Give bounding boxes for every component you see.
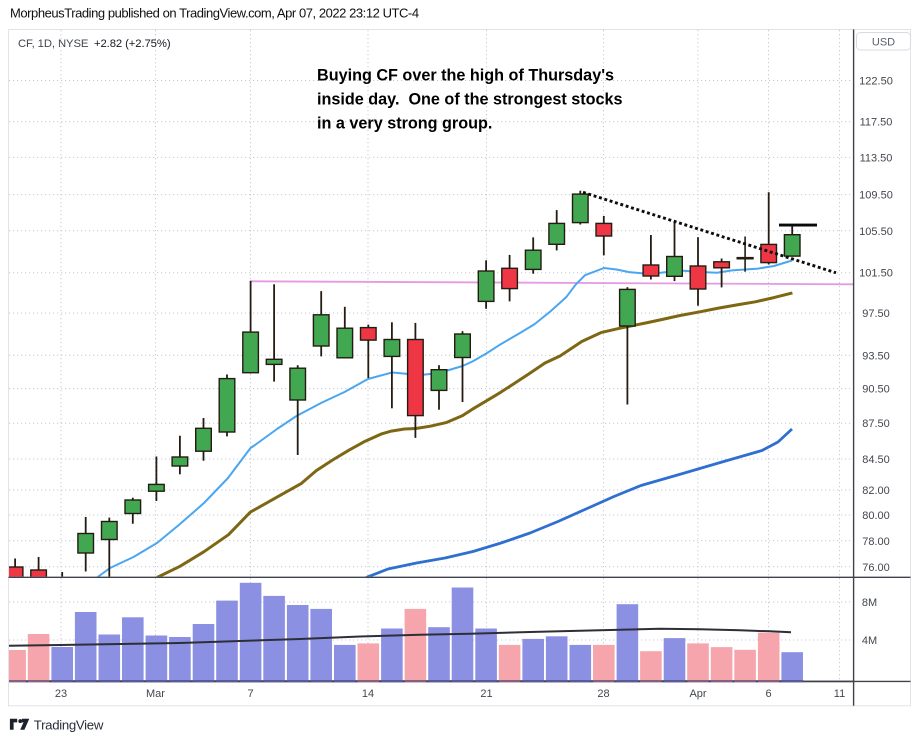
svg-text:82.00: 82.00	[862, 485, 890, 497]
svg-text:80.00: 80.00	[862, 510, 890, 522]
svg-text:21: 21	[480, 688, 492, 700]
svg-text:6: 6	[765, 688, 771, 700]
svg-text:117.50: 117.50	[860, 117, 893, 129]
svg-text:122.50: 122.50	[859, 76, 893, 88]
svg-text:101.50: 101.50	[859, 268, 893, 280]
svg-text:8M: 8M	[862, 597, 877, 609]
svg-text:inside day. One of the strong: inside day. One of the strongest stocks	[317, 91, 623, 109]
svg-text:90.50: 90.50	[862, 384, 890, 396]
svg-text:CF, 1D, NYSE: CF, 1D, NYSE	[18, 38, 89, 50]
svg-text:14: 14	[362, 688, 374, 700]
svg-text:+2.82 (+2.75%): +2.82 (+2.75%)	[94, 38, 171, 50]
svg-text:11: 11	[834, 688, 845, 700]
svg-text:93.50: 93.50	[862, 350, 890, 362]
svg-text:in a very strong group.: in a very strong group.	[317, 115, 492, 133]
svg-text:109.50: 109.50	[859, 190, 893, 202]
svg-text:USD: USD	[872, 37, 895, 49]
svg-text:97.50: 97.50	[862, 308, 890, 320]
svg-text:105.50: 105.50	[859, 226, 893, 238]
svg-text:84.50: 84.50	[862, 454, 890, 466]
svg-text:87.50: 87.50	[862, 418, 890, 430]
svg-text:78.00: 78.00	[862, 536, 890, 548]
svg-text:23: 23	[55, 688, 67, 700]
svg-text:7: 7	[247, 688, 253, 700]
svg-text:TradingView: TradingView	[34, 717, 104, 732]
svg-text:MorpheusTrading published on T: MorpheusTrading published on TradingView…	[10, 6, 419, 21]
svg-text:Apr: Apr	[689, 688, 706, 700]
svg-text:Mar: Mar	[146, 688, 165, 700]
svg-text:4M: 4M	[862, 635, 877, 647]
svg-text:113.50: 113.50	[860, 152, 893, 164]
svg-text:76.00: 76.00	[862, 562, 890, 574]
svg-text:Buying CF over the high of Thu: Buying CF over the high of Thursday's	[317, 67, 614, 85]
svg-text:28: 28	[597, 688, 609, 700]
